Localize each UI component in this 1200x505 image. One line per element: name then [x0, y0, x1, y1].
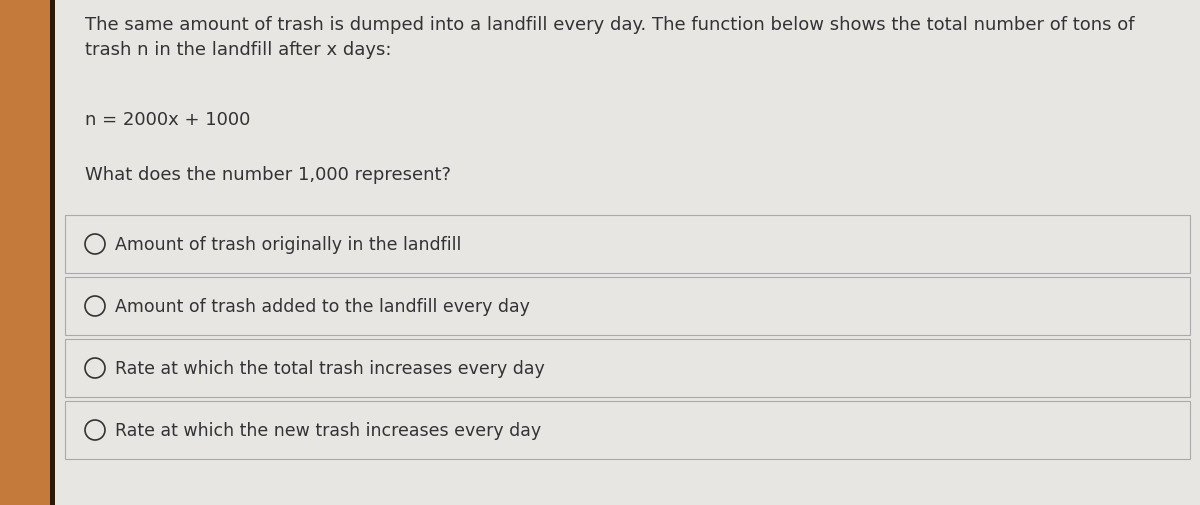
FancyBboxPatch shape	[0, 0, 50, 505]
Text: Rate at which the total trash increases every day: Rate at which the total trash increases …	[115, 359, 545, 377]
Text: Amount of trash added to the landfill every day: Amount of trash added to the landfill ev…	[115, 297, 530, 316]
Text: The same amount of trash is dumped into a landfill every day. The function below: The same amount of trash is dumped into …	[85, 16, 1134, 59]
FancyBboxPatch shape	[50, 0, 55, 505]
Text: n = 2000x + 1000: n = 2000x + 1000	[85, 111, 251, 129]
FancyBboxPatch shape	[65, 277, 1190, 335]
FancyBboxPatch shape	[65, 216, 1190, 274]
Text: What does the number 1,000 represent?: What does the number 1,000 represent?	[85, 166, 451, 184]
Text: Amount of trash originally in the landfill: Amount of trash originally in the landfi…	[115, 235, 461, 254]
Text: Rate at which the new trash increases every day: Rate at which the new trash increases ev…	[115, 421, 541, 439]
FancyBboxPatch shape	[65, 339, 1190, 397]
FancyBboxPatch shape	[55, 0, 1200, 505]
FancyBboxPatch shape	[65, 401, 1190, 459]
